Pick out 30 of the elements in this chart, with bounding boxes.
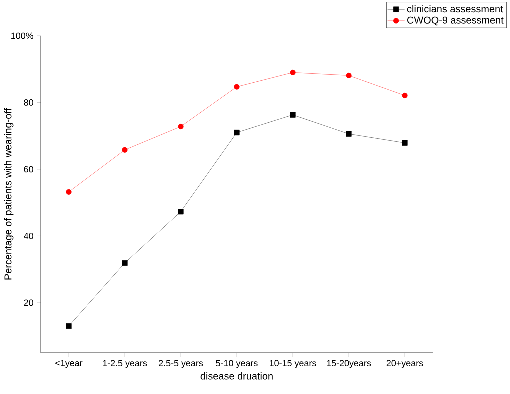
y-tick-label: 40 [24,233,34,240]
y-tick-label: 100% [12,32,34,40]
x-tick-label: 2.5-5 years [159,360,204,368]
legend-label: clinicians assessment [407,5,504,13]
point [122,147,128,153]
y-tick-label: 20 [24,300,34,306]
legend-label: CWOQ-9 assessment [408,16,504,26]
point [66,324,72,330]
point [122,260,128,266]
point [66,189,72,195]
point [178,209,184,215]
x-tick-label: 20+years [386,360,424,368]
x-tick-label: <1year [56,360,83,368]
point [234,84,240,90]
point [290,112,296,118]
y-tick-label: 80 [24,100,34,106]
y-tick-label: 60 [24,166,34,173]
point [290,70,296,76]
point [234,130,240,136]
point [402,92,408,99]
x-tick-label: 5-10 years [216,360,258,368]
x-tick-label: 15-20years [327,360,372,368]
x-axis-title: disease druation [200,372,273,380]
y-axis-title: Percentage of patients with wearing-off [4,108,14,280]
point [402,140,408,146]
x-tick-label: 10-15 years [270,360,316,368]
point [346,72,352,79]
x-tick-label: 1-2.5 years [103,360,148,368]
point [178,124,184,130]
point [346,131,352,137]
